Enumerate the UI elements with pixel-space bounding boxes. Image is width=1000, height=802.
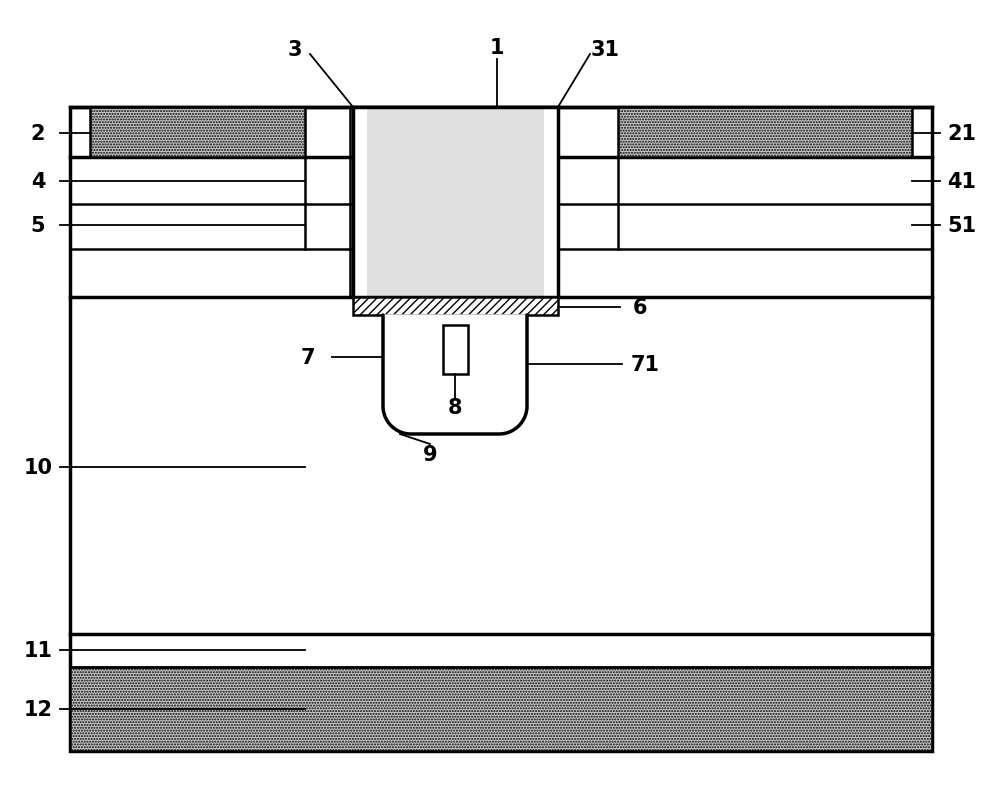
Bar — [544, 107, 558, 298]
Bar — [353, 107, 558, 298]
Bar — [443, 326, 468, 375]
Text: 11: 11 — [24, 640, 53, 660]
Text: 3: 3 — [288, 40, 302, 60]
Text: 71: 71 — [631, 354, 660, 375]
Text: 1: 1 — [490, 38, 504, 58]
Text: 6: 6 — [633, 298, 647, 318]
Bar — [70, 107, 932, 751]
Bar — [618, 107, 912, 158]
Text: 10: 10 — [24, 457, 53, 477]
Text: 12: 12 — [24, 699, 53, 719]
Bar — [353, 107, 558, 298]
Polygon shape — [383, 316, 527, 435]
Text: 51: 51 — [947, 216, 977, 236]
Bar — [353, 298, 558, 316]
Text: 21: 21 — [948, 124, 976, 144]
Text: 4: 4 — [31, 172, 45, 192]
Bar — [353, 107, 367, 298]
Text: 2: 2 — [31, 124, 45, 144]
Bar — [70, 667, 932, 751]
Text: 8: 8 — [448, 398, 462, 418]
Text: 41: 41 — [948, 172, 976, 192]
Text: 5: 5 — [31, 216, 45, 236]
Bar — [90, 107, 305, 158]
Text: 9: 9 — [423, 444, 437, 464]
Text: 7: 7 — [301, 347, 315, 367]
Text: 31: 31 — [590, 40, 620, 60]
